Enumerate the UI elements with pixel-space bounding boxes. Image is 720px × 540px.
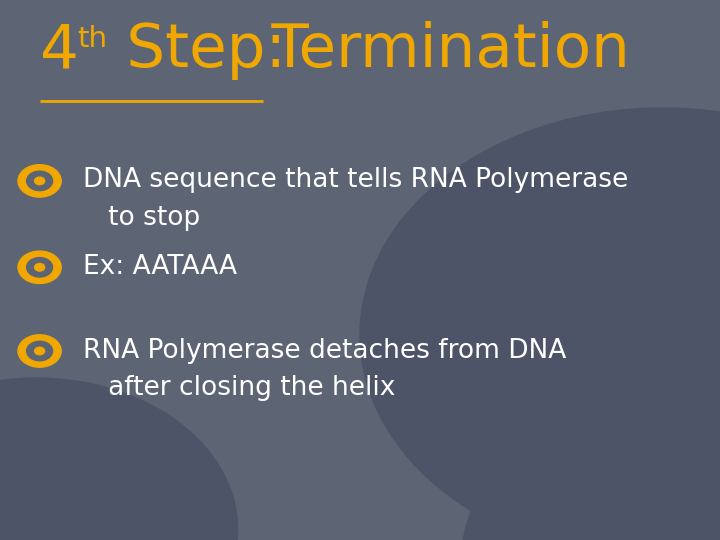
Circle shape [18, 251, 61, 284]
Circle shape [18, 335, 61, 367]
Circle shape [360, 108, 720, 540]
Text: DNA sequence that tells RNA Polymerase: DNA sequence that tells RNA Polymerase [83, 167, 628, 193]
Circle shape [27, 171, 53, 191]
Circle shape [461, 362, 720, 540]
Circle shape [35, 177, 45, 185]
Text: 4: 4 [40, 22, 78, 80]
Circle shape [0, 378, 238, 540]
Circle shape [27, 258, 53, 277]
Text: RNA Polymerase detaches from DNA: RNA Polymerase detaches from DNA [83, 338, 566, 363]
Text: to stop: to stop [83, 205, 200, 231]
Text: Termination: Termination [252, 22, 630, 80]
Circle shape [35, 347, 45, 355]
Text: th: th [77, 25, 107, 53]
Text: Step:: Step: [107, 22, 286, 80]
Text: Ex: AATAAA: Ex: AATAAA [83, 254, 237, 280]
Text: after closing the helix: after closing the helix [83, 375, 395, 401]
Circle shape [27, 341, 53, 361]
Circle shape [18, 165, 61, 197]
Circle shape [35, 264, 45, 271]
